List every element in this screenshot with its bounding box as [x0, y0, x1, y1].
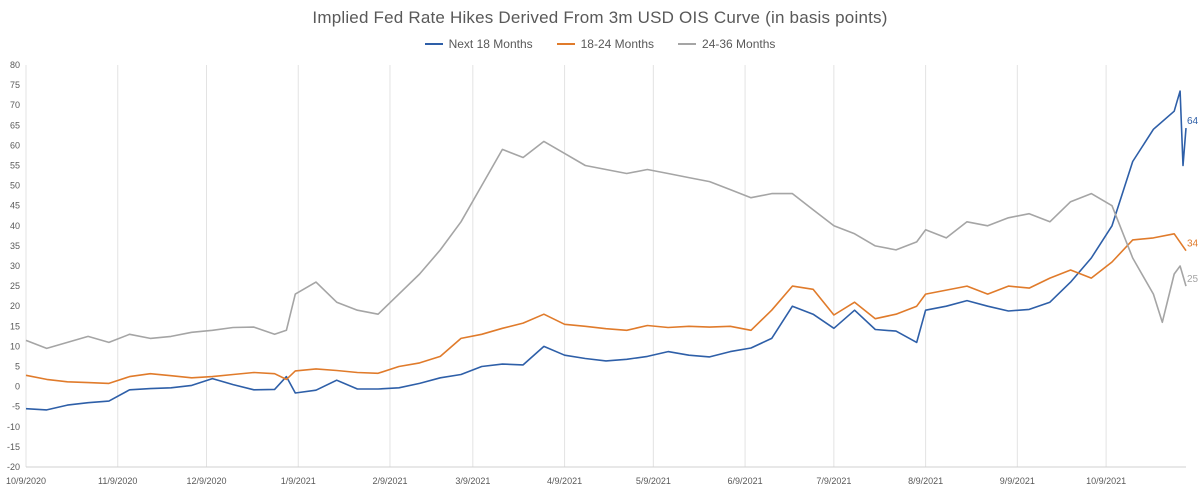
x-tick-label: 2/9/2021 — [372, 476, 407, 486]
y-tick-label: 25 — [10, 281, 20, 291]
y-tick-label: 10 — [10, 341, 20, 351]
legend-swatch-series-2 — [678, 43, 697, 45]
x-tick-label: 1/9/2021 — [281, 476, 316, 486]
legend-label-series-2: 24-36 Months — [702, 37, 776, 51]
y-tick-label: 65 — [10, 120, 20, 130]
y-tick-label: 45 — [10, 201, 20, 211]
y-tick-label: -20 — [7, 462, 20, 472]
chart-title: Implied Fed Rate Hikes Derived From 3m U… — [312, 8, 888, 27]
y-tick-label: 70 — [10, 100, 20, 110]
y-tick-label: -10 — [7, 422, 20, 432]
legend-swatch-series-0 — [424, 43, 443, 45]
x-tick-label: 10/9/2020 — [6, 476, 46, 486]
series-line-2 — [25, 140, 1187, 350]
legend-label-series-0: Next 18 Months — [448, 37, 533, 51]
y-tick-label: -5 — [12, 402, 20, 412]
y-tick-label: 75 — [10, 80, 20, 90]
end-label-series-2: 25 — [1187, 274, 1199, 285]
y-tick-label: 30 — [10, 261, 20, 271]
legend-item-series-0: Next 18 Months — [424, 37, 533, 51]
y-tick-label: 35 — [10, 241, 20, 251]
x-tick-label: 5/9/2021 — [636, 476, 671, 486]
y-tick-label: 80 — [10, 60, 20, 70]
end-label-series-0: 64 — [1187, 116, 1199, 127]
y-tick-label: 0 — [15, 382, 20, 392]
y-tick-label: 60 — [10, 140, 20, 150]
legend: Next 18 Months 18-24 Months 24-36 Months — [0, 37, 1200, 51]
x-tick-label: 12/9/2020 — [186, 476, 226, 486]
x-tick-label: 8/9/2021 — [908, 476, 943, 486]
y-tick-label: 50 — [10, 181, 20, 191]
y-tick-label: -15 — [7, 442, 20, 452]
x-tick-label: 6/9/2021 — [728, 476, 763, 486]
y-tick-label: 20 — [10, 301, 20, 311]
legend-swatch-series-1 — [556, 43, 575, 45]
legend-label-series-1: 18-24 Months — [580, 37, 655, 51]
x-tick-label: 7/9/2021 — [816, 476, 851, 486]
y-tick-label: 15 — [10, 321, 20, 331]
legend-item-series-1: 18-24 Months — [556, 37, 655, 51]
y-tick-label: 40 — [10, 221, 20, 231]
series-line-0 — [25, 90, 1187, 411]
end-label-series-1: 34 — [1187, 239, 1199, 250]
legend-item-series-2: 24-36 Months — [678, 37, 775, 51]
x-tick-label: 11/9/2020 — [98, 476, 137, 486]
y-tick-label: 5 — [15, 362, 20, 372]
x-tick-label: 10/9/2021 — [1086, 476, 1126, 486]
x-tick-label: 4/9/2021 — [547, 476, 582, 486]
y-tick-label: 55 — [10, 161, 20, 171]
series-line-1 — [25, 233, 1187, 385]
x-tick-label: 3/9/2021 — [455, 476, 490, 486]
x-tick-label: 9/9/2021 — [1000, 476, 1035, 486]
